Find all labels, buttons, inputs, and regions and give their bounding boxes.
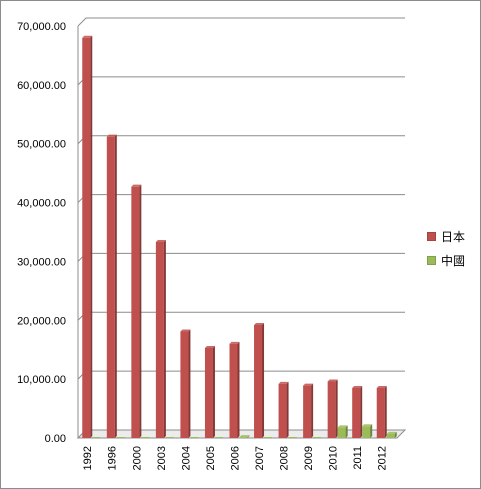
y-tick-label: 50,000.00 <box>17 139 66 151</box>
bar-china <box>337 425 348 438</box>
x-tick-label: 2008 <box>278 446 290 470</box>
legend-label-china: 中國 <box>441 253 466 268</box>
bar-china <box>313 437 322 438</box>
bar-china <box>116 437 125 438</box>
legend-label-japan: 日本 <box>441 229 466 244</box>
x-tick-label: 2005 <box>205 446 217 470</box>
bar-japan <box>352 385 363 438</box>
bar-japan <box>155 240 166 438</box>
x-tick-label: 2010 <box>328 446 340 470</box>
y-tick-label: 30,000.00 <box>17 256 66 268</box>
bar-japan <box>229 341 240 438</box>
y-tick-label: 0.00 <box>45 433 66 445</box>
bar-china <box>165 437 174 438</box>
gridline <box>77 252 405 262</box>
x-tick-label: 2011 <box>352 446 364 470</box>
legend-item-japan: 日本 <box>427 224 465 248</box>
bar-japan <box>376 385 387 438</box>
x-tick-label: 1996 <box>107 446 119 470</box>
bar-china <box>264 437 273 438</box>
legend: 日本 中國 <box>427 224 465 272</box>
legend-swatch-japan <box>427 231 436 241</box>
bar-china <box>288 437 297 438</box>
bar-china <box>386 431 397 438</box>
x-tick-label: 2012 <box>377 446 389 470</box>
gridline <box>77 194 405 203</box>
gridline <box>77 17 405 27</box>
bar-japan <box>82 35 93 439</box>
x-axis-tick-labels: 1992 1996 2000 2003 2004 2005 2006 2007 2008 2009… <box>82 446 388 470</box>
bars <box>82 35 397 439</box>
x-tick-label: 2007 <box>254 446 266 470</box>
y-tick-label: 40,000.00 <box>17 198 66 210</box>
bar-china <box>92 437 101 438</box>
bar-china <box>362 424 373 438</box>
bar-japan <box>278 381 289 438</box>
legend-swatch-china <box>427 255 436 265</box>
legend-item-china: 中國 <box>427 248 465 272</box>
bar-japan <box>131 184 142 438</box>
y-tick-label: 60,000.00 <box>17 80 66 92</box>
y-tick-label: 20,000.00 <box>17 315 66 327</box>
bar-china <box>214 437 223 438</box>
x-tick-label: 1992 <box>82 446 94 470</box>
y-axis-tick-labels: 0.00 10,000.00 20,000.00 30,000.00 40,000.00… <box>17 21 66 445</box>
bar-china <box>190 437 199 438</box>
x-tick-label: 2004 <box>180 446 192 470</box>
bar-china <box>141 437 150 438</box>
bar-japan <box>254 322 265 438</box>
gridline <box>77 135 405 145</box>
bar-japan <box>303 383 314 438</box>
x-tick-label: 2003 <box>156 446 168 470</box>
y-tick-label: 10,000.00 <box>17 374 66 386</box>
bar-china <box>239 435 250 438</box>
bar-japan <box>327 379 338 438</box>
gridline <box>77 370 405 380</box>
gridlines <box>77 17 405 439</box>
x-tick-label: 2006 <box>229 446 241 470</box>
bar-japan <box>106 134 117 438</box>
gridline <box>77 76 405 86</box>
x-tick-label: 2009 <box>303 446 315 470</box>
gridline <box>77 311 405 321</box>
x-tick-label: 2000 <box>131 446 143 470</box>
y-tick-label: 70,000.00 <box>17 21 66 33</box>
bar-japan <box>180 329 191 438</box>
bar-japan <box>204 345 215 438</box>
